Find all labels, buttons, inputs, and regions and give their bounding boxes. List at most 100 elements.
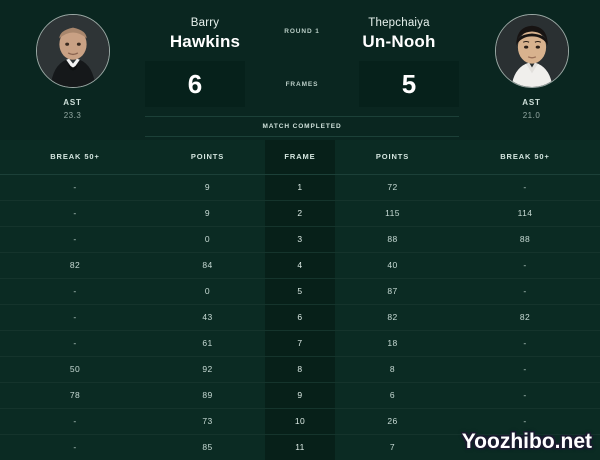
- cell-left-break: 78: [0, 382, 150, 409]
- cell-right-points: 8: [335, 356, 450, 383]
- table-row: 78 89 9 6-: [0, 382, 600, 409]
- left-player-stat-key: AST: [63, 98, 82, 107]
- cell-right-points: 40: [335, 252, 450, 279]
- right-player-name: Thepchaiya Un-Nooh: [339, 16, 459, 53]
- cell-left-break: -: [0, 330, 150, 357]
- cell-left-points: 9: [150, 200, 265, 227]
- cell-right-break: -: [450, 174, 600, 201]
- frames-table-container: BREAK 50+ POINTS FRAME POINTS BREAK 50+ …: [0, 140, 600, 460]
- cell-right-points: 72: [335, 174, 450, 201]
- cell-right-points: 26: [335, 408, 450, 435]
- cell-right-points: 7: [335, 434, 450, 460]
- cell-frame: 1: [265, 174, 335, 201]
- cell-frame: 11: [265, 434, 335, 460]
- right-score-box: 5: [359, 61, 459, 107]
- cell-right-points: 18: [335, 330, 450, 357]
- scores-row: 6 FRAMES 5: [145, 61, 459, 107]
- table-header-row: BREAK 50+ POINTS FRAME POINTS BREAK 50+: [0, 140, 600, 175]
- table-row: -61 7 18-: [0, 330, 600, 357]
- cell-right-break: -: [450, 356, 600, 383]
- right-player-first-name: Thepchaiya: [368, 17, 430, 29]
- cell-left-points: 0: [150, 226, 265, 253]
- cell-right-break: -: [450, 252, 600, 279]
- header-frame: FRAME: [265, 140, 335, 175]
- frames-label: FRAMES: [285, 80, 319, 88]
- cell-frame: 8: [265, 356, 335, 383]
- cell-frame: 9: [265, 382, 335, 409]
- cell-right-points: 88: [335, 226, 450, 253]
- right-player-stat-key: AST: [522, 98, 541, 107]
- cell-frame: 4: [265, 252, 335, 279]
- cell-frame: 3: [265, 226, 335, 253]
- left-player-first-name: Barry: [190, 17, 220, 29]
- cell-left-points: 9: [150, 174, 265, 201]
- table-row: -0 3 88 88: [0, 226, 600, 253]
- cell-right-break: -: [450, 330, 600, 357]
- header-right-points: POINTS: [335, 140, 450, 175]
- frames-table-body: -9 1 72- -9 2 115 114-0 3 88 88 82 84 4 40- -0 5 87- -43 6…: [0, 174, 600, 460]
- left-player-stat-value: 23.3: [63, 111, 82, 120]
- left-score: 6: [187, 69, 203, 99]
- match-center-panel: Barry Hawkins ROUND 1 Thepchaiya Un-Nooh…: [145, 14, 459, 137]
- cell-frame: 6: [265, 304, 335, 331]
- cell-left-break: -: [0, 434, 150, 460]
- right-score: 5: [401, 69, 417, 99]
- left-score-box: 6: [145, 61, 245, 107]
- table-row: -43 6 82 82: [0, 304, 600, 331]
- left-player-last-name: Hawkins: [169, 32, 241, 51]
- frames-table: BREAK 50+ POINTS FRAME POINTS BREAK 50+ …: [0, 140, 600, 460]
- cell-right-points: 6: [335, 382, 450, 409]
- cell-left-points: 89: [150, 382, 265, 409]
- player-avatar-un-nooh: [494, 14, 569, 88]
- cell-left-points: 92: [150, 356, 265, 383]
- status-divider-bottom: [145, 136, 459, 137]
- cell-right-break: 88: [450, 226, 600, 253]
- table-row: -9 2 115 114: [0, 200, 600, 227]
- status-divider-top: [145, 116, 459, 117]
- table-row: -9 1 72-: [0, 174, 600, 201]
- cell-frame: 5: [265, 278, 335, 305]
- cell-left-points: 73: [150, 408, 265, 435]
- cell-right-points: 87: [335, 278, 450, 305]
- cell-left-break: -: [0, 278, 150, 305]
- left-player-name: Barry Hawkins: [145, 16, 265, 53]
- cell-left-points: 43: [150, 304, 265, 331]
- header-left-points: POINTS: [150, 140, 265, 175]
- player-names-row: Barry Hawkins ROUND 1 Thepchaiya Un-Nooh: [145, 16, 459, 53]
- player-avatar-hawkins: [35, 14, 110, 88]
- cell-frame: 10: [265, 408, 335, 435]
- cell-right-points: 82: [335, 304, 450, 331]
- left-player-panel: AST 23.3: [0, 14, 145, 120]
- cell-right-points: 115: [335, 200, 450, 227]
- header-right-break: BREAK 50+: [450, 140, 600, 175]
- match-status: MATCH COMPLETED: [262, 123, 342, 130]
- table-row: 50 92 8 8-: [0, 356, 600, 383]
- right-player-panel: AST 21.0: [459, 14, 600, 120]
- cell-left-points: 84: [150, 252, 265, 279]
- cell-right-break: -: [450, 382, 600, 409]
- cell-frame: 7: [265, 330, 335, 357]
- cell-left-points: 61: [150, 330, 265, 357]
- cell-left-break: -: [0, 408, 150, 435]
- cell-left-break: -: [0, 200, 150, 227]
- cell-right-break: -: [450, 408, 600, 435]
- cell-left-break: -: [0, 174, 150, 201]
- cell-right-break: 82: [450, 304, 600, 331]
- cell-right-break: -: [450, 278, 600, 305]
- table-row: -0 5 87-: [0, 278, 600, 305]
- table-row: 82 84 4 40-: [0, 252, 600, 279]
- cell-left-points: 0: [150, 278, 265, 305]
- frames-table-head: BREAK 50+ POINTS FRAME POINTS BREAK 50+: [0, 140, 600, 175]
- cell-right-break: 114: [450, 200, 600, 227]
- cell-left-points: 85: [150, 434, 265, 460]
- cell-left-break: -: [0, 226, 150, 253]
- site-watermark: Yoozhibo.net: [461, 430, 592, 453]
- cell-left-break: 82: [0, 252, 150, 279]
- right-player-last-name: Un-Nooh: [362, 32, 436, 51]
- cell-left-break: 50: [0, 356, 150, 383]
- right-player-stat-value: 21.0: [522, 111, 541, 120]
- round-label: ROUND 1: [284, 28, 320, 35]
- match-header: AST 23.3 Barry Hawkins ROUND 1 Thepchaiy…: [0, 0, 600, 140]
- cell-frame: 2: [265, 200, 335, 227]
